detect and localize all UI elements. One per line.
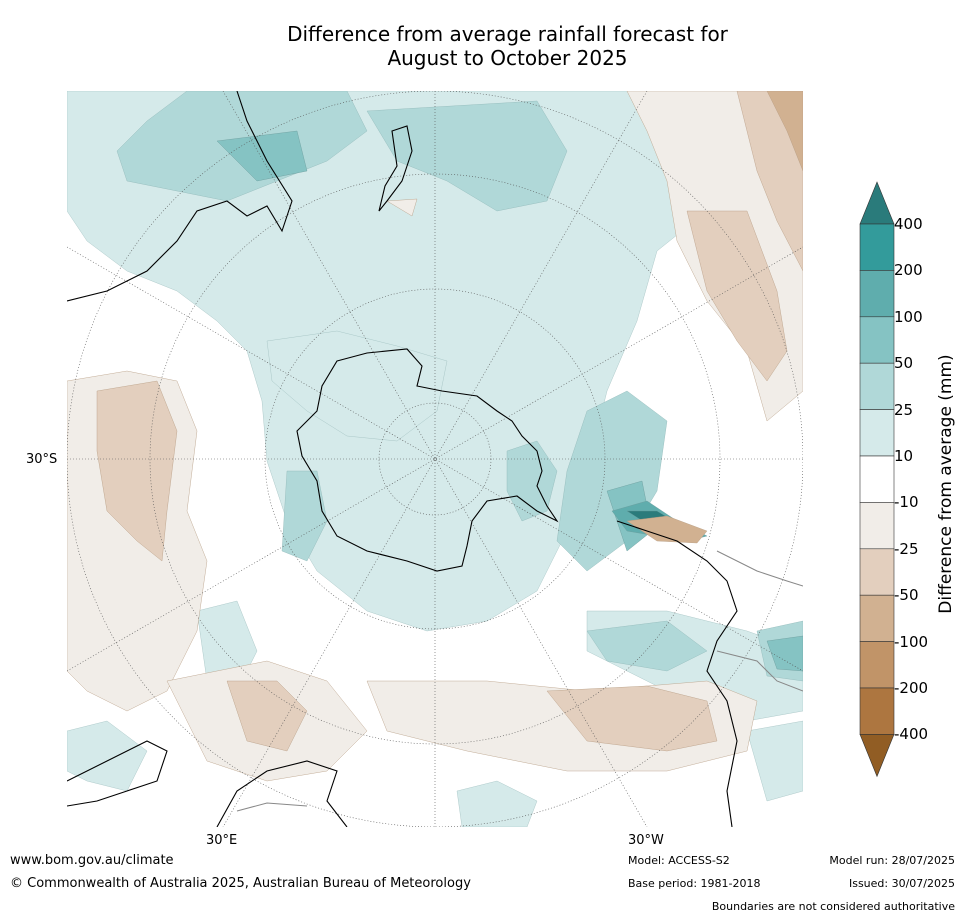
colorbar-band bbox=[859, 455, 895, 503]
colorbar-tick-label: -100 bbox=[894, 632, 929, 651]
longitude-label-30w: 30°W bbox=[628, 833, 664, 848]
footer-copyright: © Commonwealth of Australia 2025, Austra… bbox=[10, 876, 471, 891]
colorbar bbox=[859, 181, 895, 778]
longitude-label-30e: 30°E bbox=[206, 833, 238, 848]
anomaly-wet-light bbox=[67, 91, 803, 827]
footer-model: Model: ACCESS-S2 bbox=[628, 854, 730, 867]
africa-coastline bbox=[67, 740, 168, 807]
colorbar-band bbox=[859, 502, 895, 550]
footer-base-period: Base period: 1981-2018 bbox=[628, 877, 761, 890]
colorbar-tick-label: -10 bbox=[894, 493, 919, 512]
colorbar-band bbox=[859, 594, 895, 642]
colorbar-band bbox=[859, 270, 895, 318]
new-zealand-coastline bbox=[378, 125, 413, 212]
coastlines bbox=[67, 91, 738, 827]
title-line-2: August to October 2025 bbox=[387, 46, 628, 70]
southern-africa-coastline bbox=[216, 760, 348, 827]
footer-disclaimer: Boundaries are not considered authoritat… bbox=[711, 900, 955, 913]
colorbar-tick-label: 100 bbox=[894, 307, 923, 326]
colorbar-band bbox=[859, 223, 895, 271]
graticule bbox=[67, 91, 803, 827]
anomaly-dry bbox=[67, 91, 803, 782]
colorbar-tick-label: -25 bbox=[894, 539, 919, 558]
colorbar-tick-label: 10 bbox=[894, 447, 914, 465]
colorbar-band bbox=[859, 548, 895, 596]
colorbar-tick-label: 200 bbox=[894, 261, 923, 280]
colorbar-band bbox=[859, 641, 895, 689]
colorbar-tick-label: 25 bbox=[894, 400, 914, 419]
colorbar-tick-label: -50 bbox=[894, 586, 919, 605]
colorbar-lower-extension bbox=[859, 734, 895, 778]
footer-issued: Issued: 30/07/2025 bbox=[848, 877, 955, 890]
colorbar-upper-extension bbox=[859, 181, 895, 225]
title-line-1: Difference from average rainfall forecas… bbox=[287, 22, 728, 46]
map-title: Difference from average rainfall forecas… bbox=[150, 22, 865, 70]
country-boundaries bbox=[236, 550, 803, 812]
australia-coastline bbox=[67, 91, 293, 302]
colorbar-title: Difference from average (mm) bbox=[936, 354, 956, 614]
south-america-coastline bbox=[616, 520, 738, 827]
latitude-label-30s: 30°S bbox=[26, 452, 58, 467]
footer-model-run: Model run: 28/07/2025 bbox=[829, 854, 955, 867]
colorbar-tick-label: 400 bbox=[894, 215, 923, 233]
colorbar-tick-label: 50 bbox=[894, 354, 914, 373]
colorbar-tick-label: -400 bbox=[894, 725, 929, 744]
colorbar-band bbox=[859, 316, 895, 364]
colorbar-band bbox=[859, 362, 895, 410]
antarctica-coastline bbox=[296, 348, 559, 572]
colorbar-tick-label: -200 bbox=[894, 679, 929, 697]
footer-url[interactable]: www.bom.gov.au/climate bbox=[10, 853, 174, 868]
colorbar-band bbox=[859, 687, 895, 735]
rainfall-map bbox=[67, 91, 803, 827]
colorbar-band bbox=[859, 409, 895, 457]
